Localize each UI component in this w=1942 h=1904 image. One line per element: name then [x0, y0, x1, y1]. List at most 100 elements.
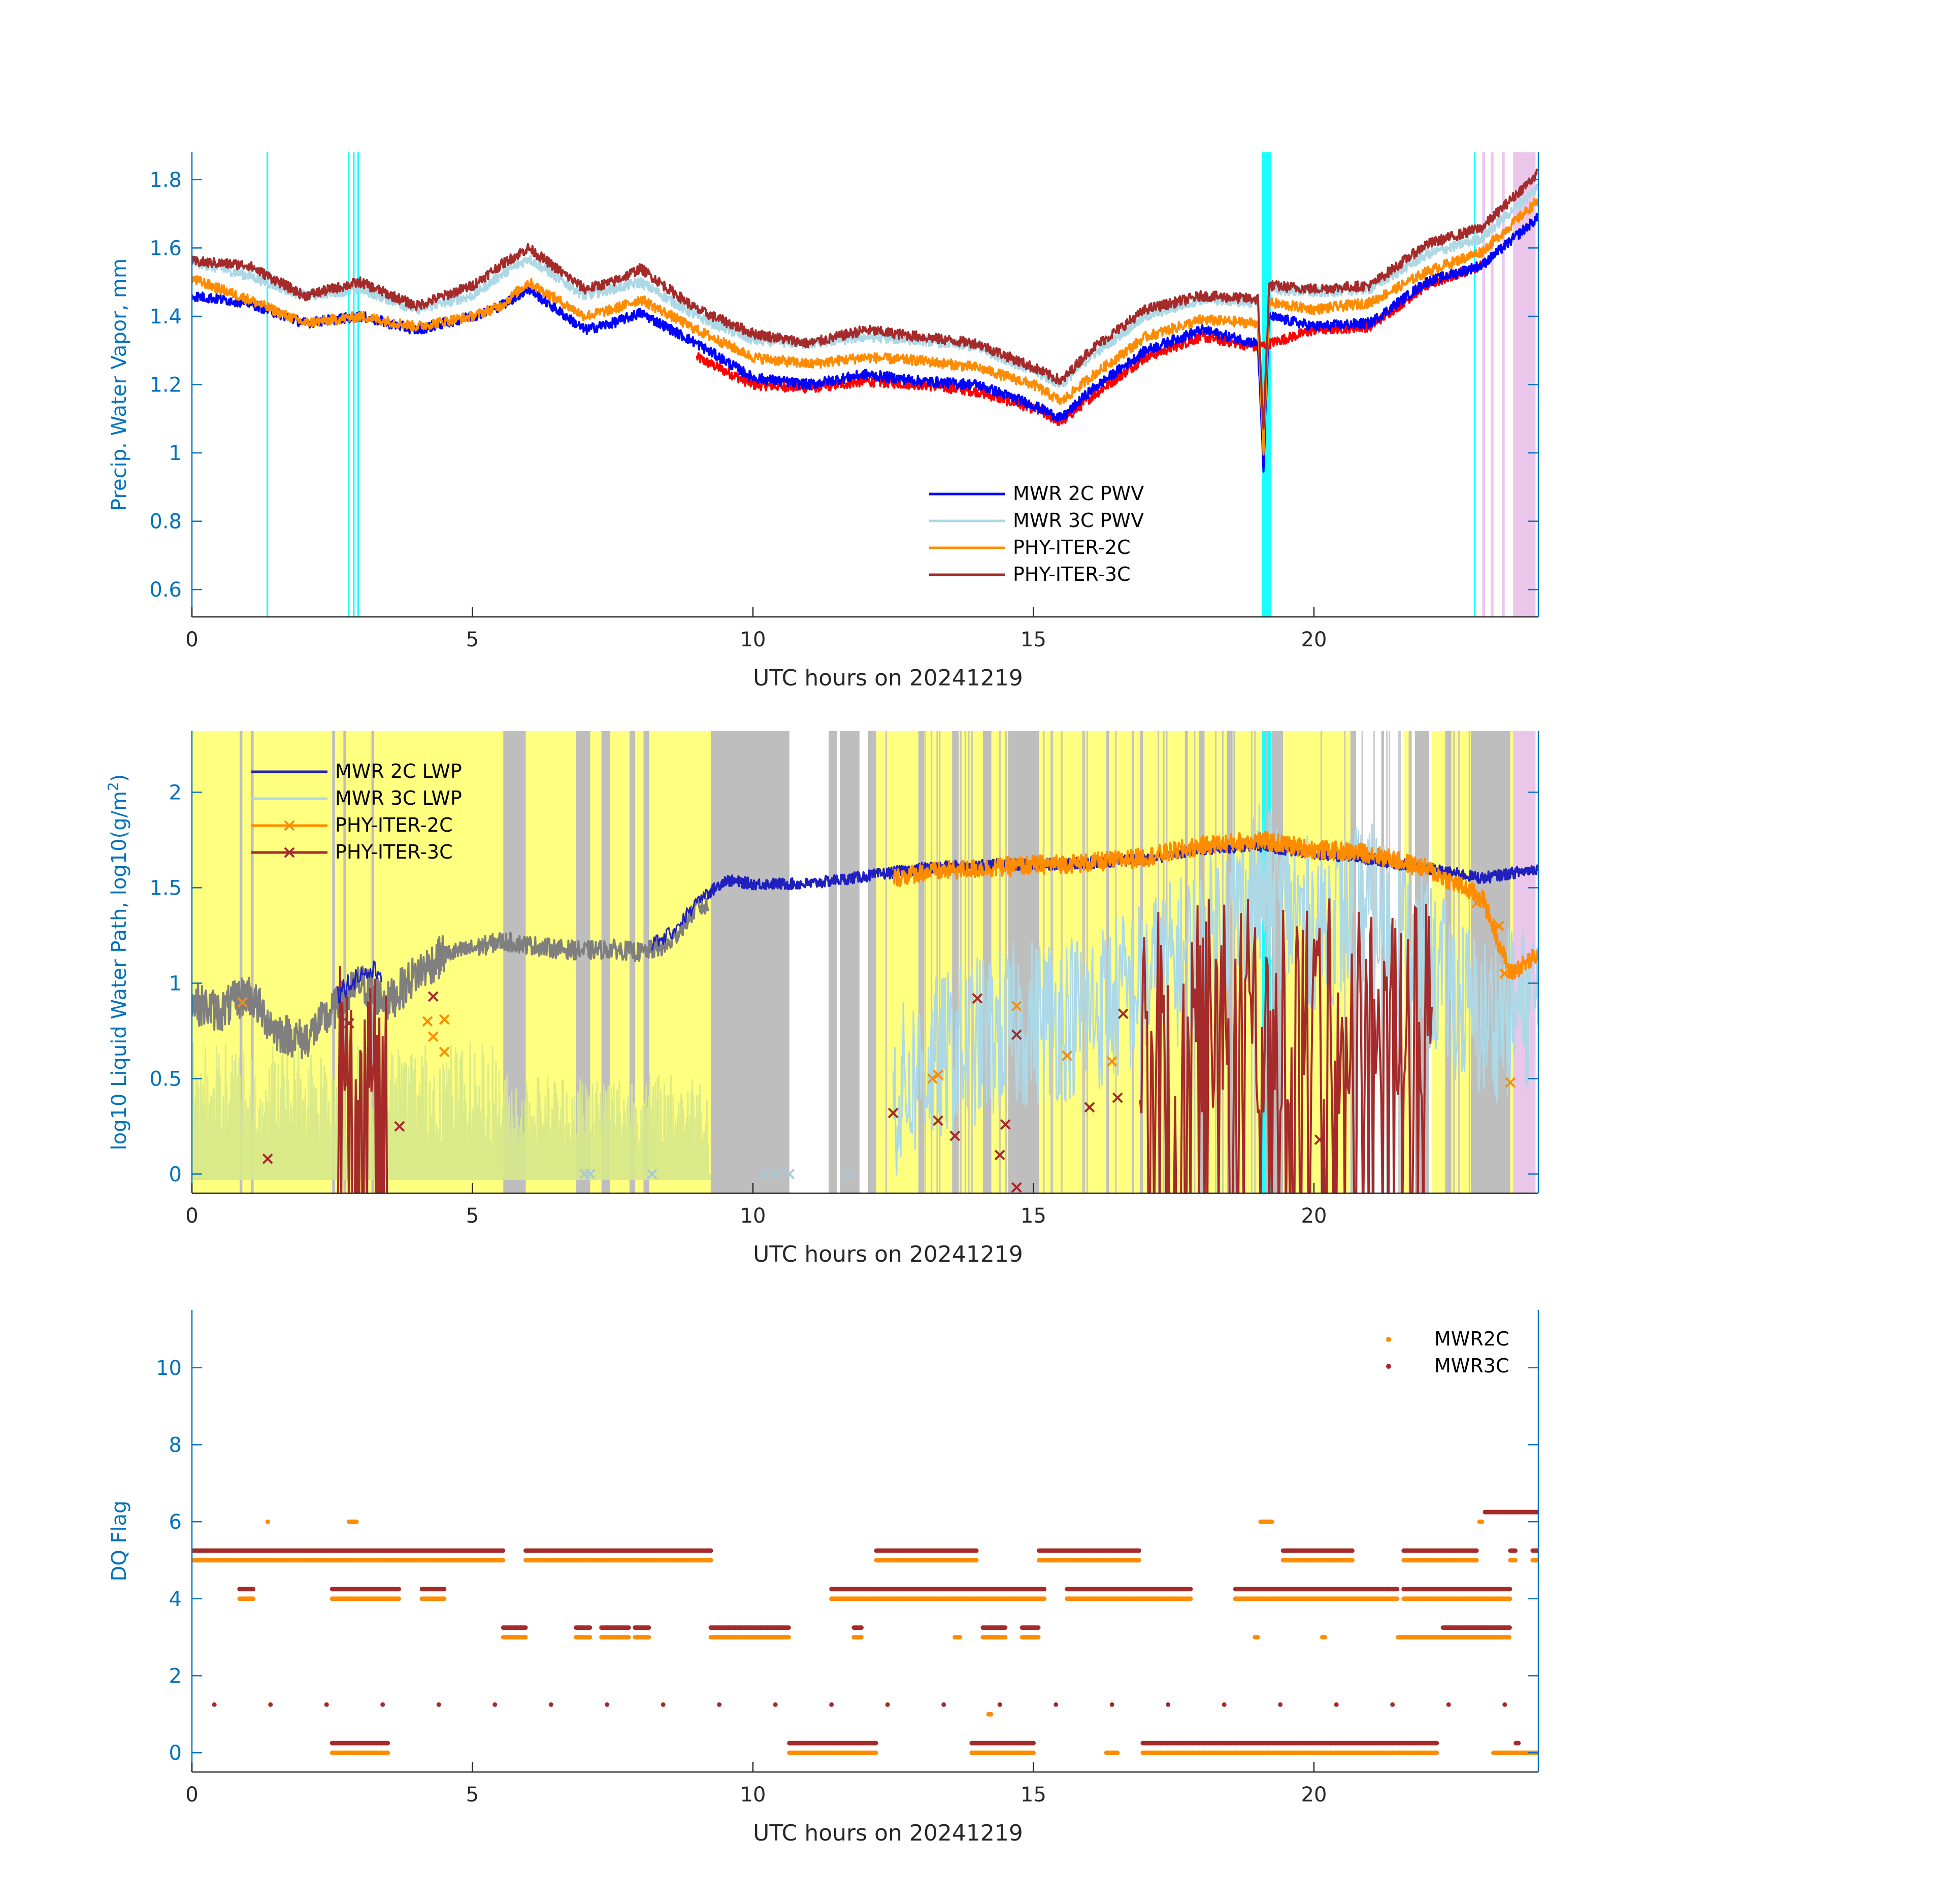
dq-run-1-15 — [874, 1587, 1047, 1592]
x-tick-label-1: 5 — [466, 628, 479, 651]
dq-point — [1054, 1702, 1059, 1707]
x-tick-label-2: 10 — [740, 1204, 766, 1228]
marker-2c-11 — [1471, 898, 1482, 908]
marker-2c-1 — [422, 1016, 433, 1027]
dq-run-1-3 — [330, 1587, 401, 1592]
dq-run-0-24 — [1065, 1596, 1193, 1601]
dq-point — [385, 1750, 390, 1755]
dq-run-0-30 — [1253, 1635, 1260, 1640]
band-19 — [643, 731, 649, 1193]
legend-label-1: MWR 3C LWP — [335, 787, 462, 809]
dq-point — [1137, 1548, 1141, 1553]
dq-point — [354, 1519, 359, 1524]
dq-run-0-21 — [986, 1712, 994, 1717]
series-line-3 — [1139, 898, 1433, 1193]
dq-point — [989, 1712, 994, 1717]
dq-point — [646, 1635, 651, 1640]
x-tick-label-4: 20 — [1301, 628, 1327, 651]
dq-point — [708, 1548, 713, 1553]
dq-run-0-25 — [1104, 1750, 1120, 1755]
y-tick-label-0: 0.6 — [149, 578, 182, 602]
dq-run-1-14 — [874, 1548, 979, 1553]
dq-point — [1513, 1548, 1518, 1553]
dq-point — [1516, 1741, 1521, 1746]
band-line-54 — [1061, 731, 1063, 1193]
y-tick-label-3: 6 — [169, 1511, 182, 1534]
band-line-24 — [1320, 731, 1322, 1193]
dq-point — [548, 1702, 553, 1707]
dq-run-1-26 — [1440, 1625, 1512, 1630]
band-47 — [1350, 731, 1356, 1193]
x-axis-label: UTC hours on 20241219 — [753, 1820, 1023, 1846]
dq-point — [974, 1548, 979, 1553]
legend-marker-0 — [1386, 1337, 1391, 1342]
dq-run-1-7 — [599, 1625, 631, 1630]
dq-point — [587, 1625, 593, 1630]
marker-2c-7 — [933, 1069, 944, 1080]
dq-point — [523, 1625, 528, 1630]
dq-run-0-19 — [980, 1635, 1008, 1640]
y-axis-label: Precip. Water Vapor, mm — [108, 258, 131, 511]
marker-2c-6 — [927, 1073, 938, 1084]
dq-point — [1507, 1635, 1511, 1640]
dq-point — [1137, 1558, 1141, 1563]
dq-point — [661, 1702, 666, 1707]
dq-run-0-18 — [952, 1635, 962, 1640]
dq-run-0-3 — [346, 1519, 359, 1524]
dq-run-0-31 — [1320, 1635, 1327, 1640]
dq-point — [773, 1702, 778, 1707]
marker-3c-14 — [1117, 1008, 1129, 1019]
band-17 — [629, 731, 635, 1193]
dq-point — [1507, 1587, 1512, 1592]
marker-2c-9 — [1062, 1050, 1073, 1061]
dq-run-0-13 — [787, 1750, 878, 1755]
y-axis-label: log10 Liquid Water Path, log10(g/m2) — [105, 774, 131, 1151]
dq-point — [1507, 1596, 1512, 1601]
dq-point — [1507, 1625, 1512, 1630]
band-line-36 — [1024, 731, 1026, 1193]
dq-point — [1042, 1587, 1047, 1592]
pwv-panel: 0 5 10 15 20 0.6 0.8 1 1.2 1.4 1.6 1.8 UTC hours on … — [108, 152, 1539, 691]
band-line-6 — [1194, 731, 1196, 1193]
marker-3c-5 — [933, 1115, 944, 1126]
band-line-42 — [1086, 731, 1088, 1193]
marker-2c-12 — [1494, 921, 1505, 931]
band-line-23 — [971, 731, 973, 1193]
dq-run-0-38 — [1530, 1558, 1538, 1563]
series-line-0-early — [337, 960, 382, 1004]
band-3 — [251, 731, 254, 1193]
marker-3c-4 — [887, 1107, 899, 1119]
x-tick-label-4: 20 — [1301, 1783, 1327, 1807]
dq-point — [717, 1702, 722, 1707]
band-line-50 — [1361, 731, 1363, 1193]
dq-point — [1042, 1596, 1047, 1601]
legend-marker-3 — [284, 847, 295, 858]
dq-run-1-6 — [574, 1625, 593, 1630]
dq-run-0-20 — [1019, 1635, 1041, 1640]
dq-run-1-8 — [633, 1625, 651, 1630]
dq-run-1-4 — [419, 1587, 447, 1592]
dq-point — [501, 1548, 506, 1553]
dq-run-0-27 — [1258, 1519, 1274, 1524]
band-line-9 — [931, 731, 933, 1193]
dq-run-0-1 — [523, 1558, 713, 1563]
y-tick-label-1: 0.5 — [149, 1067, 182, 1091]
dq-run-0-15 — [851, 1635, 864, 1640]
band-line-15 — [920, 731, 922, 1193]
marker-3c-8 — [994, 1150, 1005, 1161]
marker-light-6 — [843, 1168, 854, 1179]
dq-point — [1036, 1635, 1041, 1640]
marker-3c-13 — [1112, 1092, 1123, 1103]
dq-run-1-23 — [1233, 1587, 1400, 1592]
dq-run-0-6 — [419, 1596, 447, 1601]
legend-marker-1 — [1386, 1364, 1391, 1369]
dq-point — [1434, 1750, 1439, 1755]
dq-point — [397, 1596, 401, 1601]
band-24 — [868, 731, 877, 1193]
legend-label-3: PHY-ITER-3C — [335, 841, 453, 863]
band-28 — [952, 731, 958, 1193]
dq-point — [941, 1702, 946, 1707]
dq-run-0-36 — [1491, 1750, 1538, 1755]
dq-run-0-35 — [1477, 1519, 1485, 1524]
band-22 — [829, 731, 837, 1193]
